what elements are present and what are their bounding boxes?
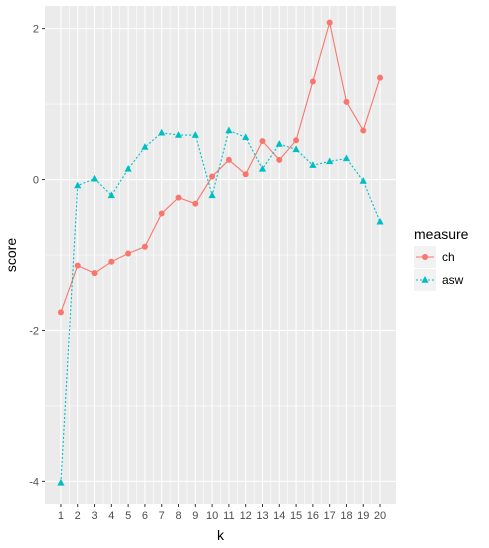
x-tick-label: 3: [91, 510, 97, 522]
data-point-asw: [191, 131, 199, 138]
data-point-ch: [377, 74, 384, 81]
data-point-ch: [141, 243, 148, 250]
legend-title: measure: [414, 226, 469, 242]
x-tick-label: 20: [374, 510, 386, 522]
x-tick-label: 13: [256, 510, 268, 522]
data-point-asw: [309, 161, 317, 168]
legend-label-asw: asw: [442, 273, 464, 287]
x-tick-label: 4: [108, 510, 114, 522]
x-tick-label: 8: [175, 510, 181, 522]
data-point-asw: [258, 165, 267, 172]
data-point-ch: [74, 262, 81, 269]
data-point-ch: [209, 173, 216, 180]
legend-key-marker-asw: [421, 276, 429, 283]
y-tick-label: -2: [29, 325, 39, 337]
legend-key-marker-ch: [422, 254, 428, 260]
x-tick-label: 14: [273, 510, 285, 522]
series-line-asw: [60, 129, 381, 483]
x-tick-label: 10: [206, 510, 218, 522]
x-tick-label: 9: [192, 510, 198, 522]
data-point-ch: [326, 19, 333, 26]
data-point-asw: [225, 126, 233, 134]
data-point-ch: [175, 194, 182, 201]
x-tick-label: 12: [240, 510, 252, 522]
data-point-asw: [57, 478, 65, 486]
data-point-ch: [259, 138, 266, 145]
legend: measure ch asw: [414, 226, 469, 291]
grid-major: [45, 6, 396, 504]
data-point-asw: [107, 191, 115, 199]
data-point-ch: [309, 78, 316, 85]
data-point-asw: [174, 131, 183, 138]
x-tick-label: 15: [290, 510, 302, 522]
data-point-asw: [124, 165, 132, 172]
x-axis-title: k: [217, 527, 225, 543]
data-point-asw: [208, 191, 216, 199]
data-point-asw: [242, 133, 250, 140]
x-tick-label: 2: [75, 510, 81, 522]
x-tick-label: 16: [307, 510, 319, 522]
series-layer: [57, 19, 384, 486]
x-tick-label: 11: [223, 510, 234, 522]
data-point-ch: [360, 127, 367, 134]
x-tick-label: 17: [324, 510, 336, 522]
x-tick-label: 7: [159, 510, 165, 522]
x-tick-label: 5: [125, 510, 131, 522]
y-axis-title: score: [3, 238, 19, 272]
data-point-ch: [91, 270, 98, 277]
data-point-ch: [192, 200, 199, 207]
data-point-asw: [90, 174, 99, 182]
data-point-asw: [141, 143, 149, 150]
data-point-asw: [74, 181, 82, 189]
x-tick-label: 6: [142, 510, 148, 522]
data-point-ch: [158, 210, 165, 217]
data-point-ch: [108, 258, 115, 265]
y-tick-label: 0: [33, 175, 39, 187]
legend-label-ch: ch: [442, 250, 455, 264]
series-line-ch: [60, 22, 381, 313]
data-point-asw: [359, 177, 367, 184]
data-point-asw: [275, 140, 283, 147]
data-point-ch: [125, 250, 132, 257]
data-point-asw: [158, 128, 166, 136]
x-tick-label: 19: [357, 510, 369, 522]
data-point-ch: [225, 156, 232, 163]
data-point-ch: [242, 171, 249, 178]
data-point-ch: [57, 309, 64, 316]
data-point-asw: [326, 157, 334, 165]
data-point-asw: [376, 217, 384, 225]
x-tick-label: 1: [58, 510, 64, 522]
grid-minor: [45, 6, 396, 504]
data-point-asw: [342, 154, 351, 162]
data-point-ch: [276, 156, 283, 163]
data-point-ch: [343, 98, 350, 105]
data-point-ch: [293, 137, 300, 144]
data-point-asw: [292, 145, 300, 153]
y-tick-label: -4: [29, 476, 39, 488]
x-tick-label: 18: [340, 510, 352, 522]
y-tick-label: 2: [33, 24, 39, 36]
